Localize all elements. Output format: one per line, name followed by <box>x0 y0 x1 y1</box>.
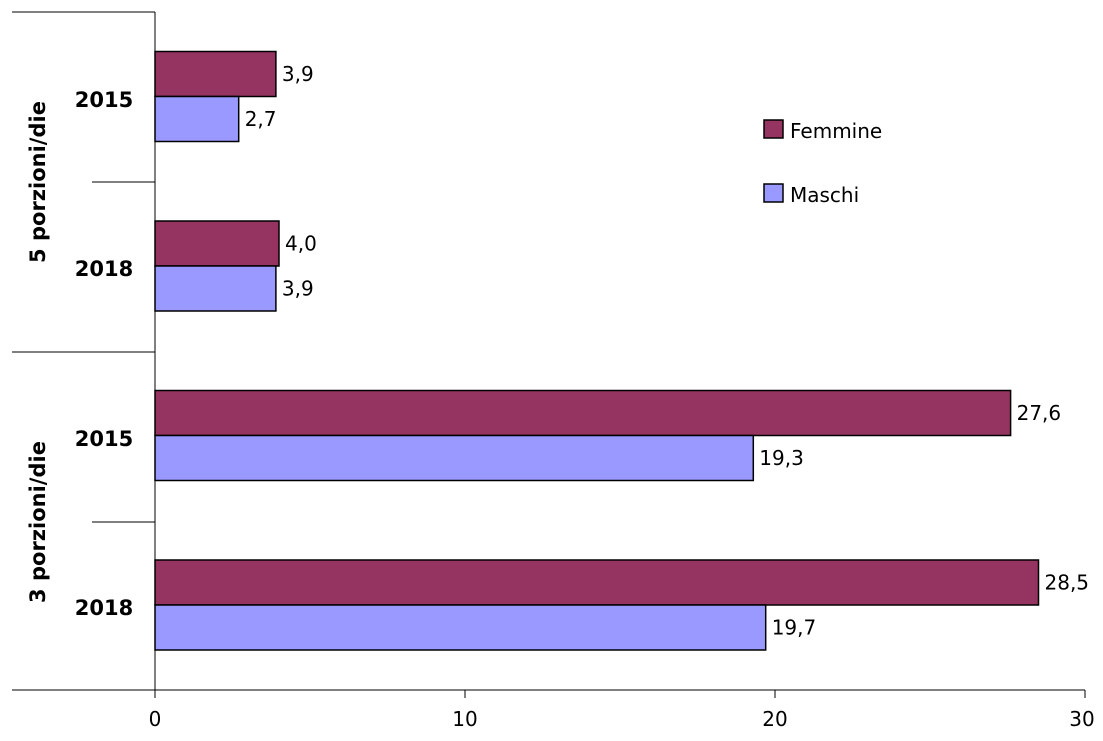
bars-layer <box>154 50 1040 651</box>
data-label: 28,5 <box>1045 571 1090 595</box>
legend: Femmine Maschi <box>763 119 882 207</box>
bar-maschi <box>154 95 240 143</box>
category-label: 2015 <box>75 427 133 451</box>
x-axis-ticks: 0 10 20 30 <box>149 690 1095 731</box>
bar-femmine <box>154 389 1012 437</box>
data-label: 3,9 <box>282 62 314 86</box>
x-tick-label: 0 <box>149 707 162 731</box>
group-label: 5 porzioni/die <box>26 101 50 263</box>
legend-swatch-femmine <box>763 119 784 139</box>
bar-femmine <box>154 50 277 98</box>
data-label: 27,6 <box>1017 401 1062 425</box>
bar-femmine <box>154 559 1040 606</box>
data-label: 19,7 <box>772 616 817 640</box>
category-label: 2018 <box>75 596 133 620</box>
data-label: 3,9 <box>282 277 314 301</box>
category-label: 2018 <box>75 257 133 281</box>
legend-label-maschi: Maschi <box>790 183 859 207</box>
legend-swatch-maschi <box>763 183 784 203</box>
x-tick-label: 20 <box>762 707 787 731</box>
bar-maschi <box>154 604 767 651</box>
legend-label-femmine: Femmine <box>790 119 882 143</box>
x-tick-label: 10 <box>452 707 477 731</box>
bar-maschi <box>154 434 755 482</box>
bar-femmine <box>154 220 280 267</box>
data-label: 2,7 <box>245 107 277 131</box>
x-tick-label: 30 <box>1069 707 1094 731</box>
bar-maschi <box>154 265 277 312</box>
data-label: 19,3 <box>759 446 804 470</box>
group-label: 3 porzioni/die <box>26 441 50 603</box>
data-labels-layer: 3,94,027,628,52,73,919,319,7 <box>245 62 1089 640</box>
data-label: 4,0 <box>285 232 317 256</box>
category-label: 2015 <box>75 88 133 112</box>
